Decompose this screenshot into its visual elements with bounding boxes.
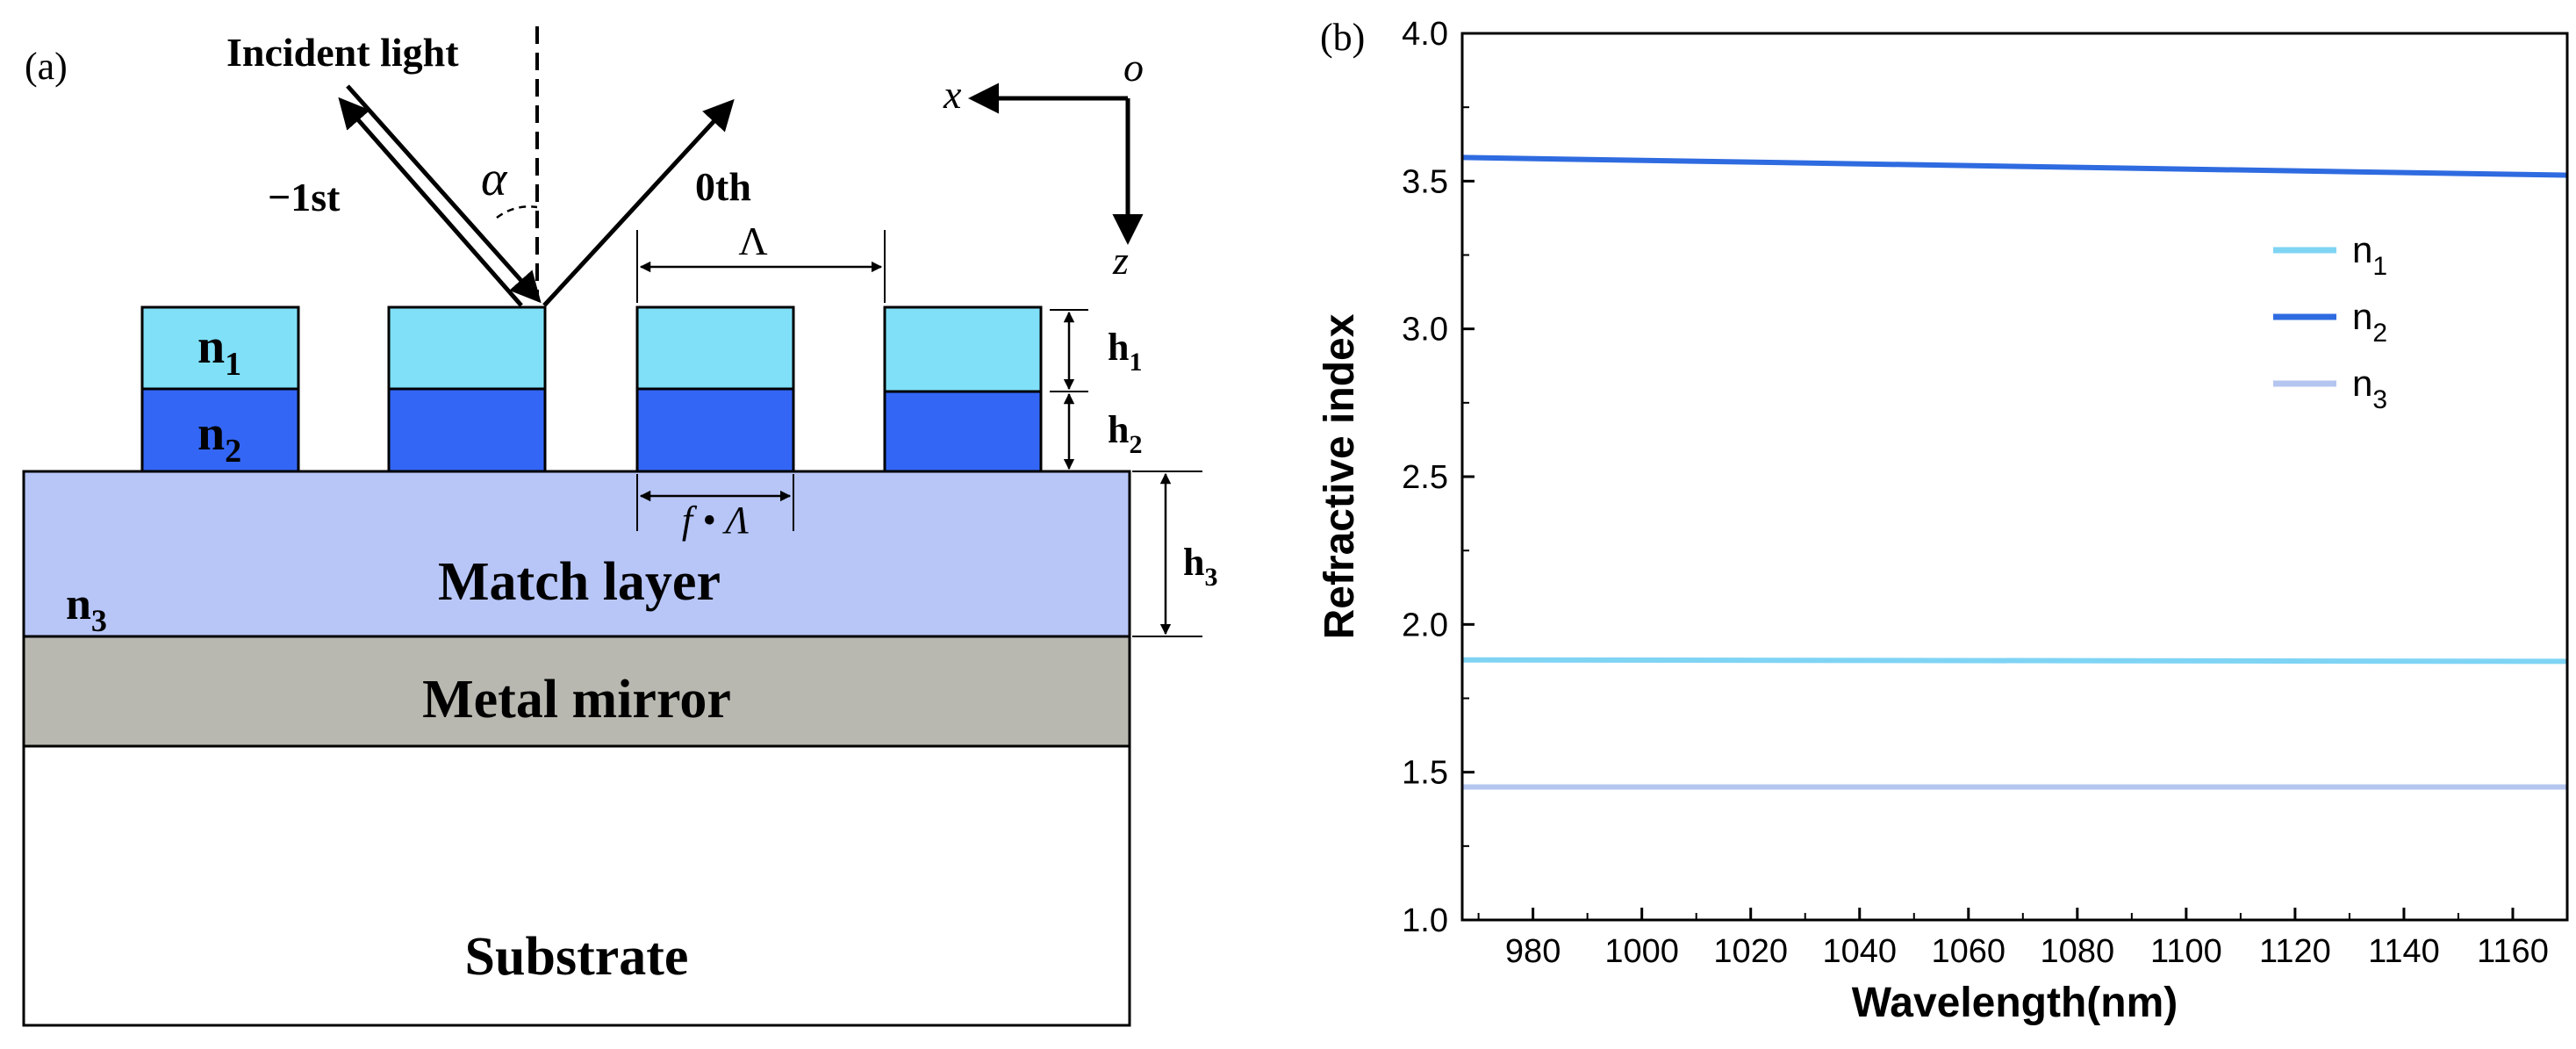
grating-ridge [635, 305, 795, 473]
h1-label: h1 [1108, 326, 1142, 377]
n2-label: n2 [197, 406, 241, 470]
h2-label: h2 [1108, 408, 1142, 459]
h3-label: h3 [1183, 541, 1217, 592]
z-axis-label: z [1112, 238, 1129, 283]
y-tick-label: 3.5 [1402, 163, 1448, 200]
legend: n1 n2 n3 [2273, 229, 2387, 414]
x-axis-title: Wavelength(nm) [1852, 980, 2178, 1026]
legend-entry-n2: n2 [2352, 296, 2387, 348]
incident-light-label: Incident light [226, 30, 459, 75]
x-tick-label: 1060 [1932, 933, 2006, 970]
metal-mirror-layer [22, 635, 1131, 748]
match-layer [22, 470, 1131, 638]
ridge-n1-layer [635, 305, 795, 391]
legend-entry-n3: n3 [2352, 363, 2387, 414]
angle-alpha: α [481, 152, 508, 206]
y-tick-label: 1.0 [1402, 902, 1448, 939]
x-tick-label: 1100 [2150, 933, 2222, 970]
ridge-n2-layer [140, 387, 300, 473]
ridge-n2-layer [635, 387, 795, 473]
angle-arc [496, 205, 538, 219]
zeroth-order-arrow [542, 98, 735, 307]
origin-label: o [1123, 45, 1144, 90]
series-line-n2 [1461, 154, 2568, 178]
substrate-layer [22, 744, 1131, 1027]
x-tick-label: 1140 [2368, 933, 2440, 970]
fill-factor-label: f • Λ [682, 499, 750, 542]
grating-ridge [140, 305, 300, 473]
minus-first-order-label: −1st [268, 175, 341, 219]
panel-b-label: (b) [1320, 16, 1365, 59]
grating-ridge [387, 305, 547, 473]
refractive-index-chart: (b) 980 1000 1020 1040 1060 1080 1100 1120 1140 1… [1317, 16, 2569, 1026]
x-tick-label: 980 [1505, 933, 1561, 970]
x-tick-label: 1040 [1822, 933, 1897, 970]
zeroth-order-label: 0th [695, 164, 751, 209]
legend-entry-n1: n1 [2352, 229, 2387, 281]
n3-label: n3 [66, 579, 107, 638]
minus-first-order-arrow [338, 97, 523, 307]
metal-mirror-label: Metal mirror [422, 670, 731, 729]
y-tick-label: 4.0 [1402, 16, 1448, 53]
y-tick-label: 3.0 [1402, 312, 1448, 348]
substrate-label: Substrate [465, 927, 689, 987]
ridge-n1-layer [883, 305, 1043, 393]
match-layer-label: Match layer [438, 552, 721, 612]
x-tick-label: 1020 [1713, 933, 1788, 970]
panel-a-label: (a) [25, 45, 68, 88]
incident-light-arrow [346, 84, 542, 304]
x-tick-label: 1120 [2259, 933, 2331, 970]
grating-ridge [883, 305, 1043, 473]
n1-label: n1 [197, 320, 241, 383]
grating-schematic: (a) Substrate Metal mirror Match layer n… [22, 26, 1217, 1027]
y-tick-label: 2.0 [1402, 607, 1448, 643]
y-axis-title: Refractive index [1317, 313, 1363, 639]
ridge-n1-layer [387, 305, 547, 391]
y-tick-label: 2.5 [1402, 459, 1448, 496]
ridge-n2-layer [883, 390, 1043, 473]
x-axis-label: x [943, 72, 962, 117]
x-tick-label: 1080 [2041, 933, 2115, 970]
x-tick-label: 1160 [2477, 933, 2549, 970]
y-tick-label: 1.5 [1402, 755, 1448, 792]
period-label: Λ [738, 219, 767, 263]
x-tick-label: 1000 [1604, 933, 1679, 970]
ridge-n2-layer [387, 387, 547, 473]
series-line-n1 [1461, 657, 2568, 665]
